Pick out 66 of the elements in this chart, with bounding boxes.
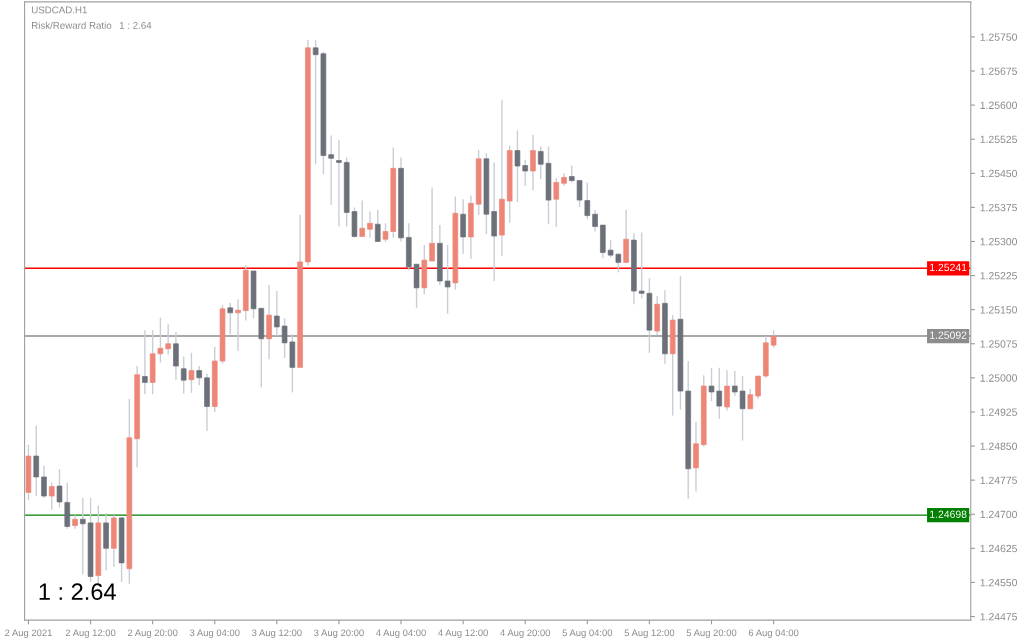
candlestick <box>429 186 435 262</box>
candlestick <box>188 352 195 394</box>
candlestick <box>336 138 342 228</box>
candlestick <box>747 388 754 410</box>
y-tick-label: 1.24625 <box>980 544 1017 553</box>
candlestick <box>328 134 334 206</box>
x-tick-label: 4 Aug 04:00 <box>376 629 426 638</box>
x-tick-label: 2 Aug 20:00 <box>127 629 178 638</box>
annotation: Risk/Reward Ratio <box>32 21 112 29</box>
ref-line-label: 1.25092 <box>930 331 967 339</box>
y-tick-label: 1.25750 <box>980 33 1018 41</box>
candlestick <box>592 209 598 233</box>
x-tick-label: 2 Aug 2021 <box>5 629 52 638</box>
y-tick-label: 1.25225 <box>980 272 1017 280</box>
y-tick-label: 1.25525 <box>980 135 1017 144</box>
annotation: 1 : 2.64 <box>39 583 116 601</box>
y-tick-label: 1.25075 <box>980 340 1017 348</box>
x-tick-label: 6 Aug 04:00 <box>748 629 799 638</box>
candlestick <box>374 209 381 243</box>
annotation: 1 : 2.64 <box>119 21 152 29</box>
y-tick-label: 1.25375 <box>980 203 1017 212</box>
y-tick-label: 1.24925 <box>980 408 1017 416</box>
candlestick <box>173 331 179 381</box>
candlestick <box>196 365 202 386</box>
y-tick-label: 1.24475 <box>980 613 1017 621</box>
y-tick-label: 1.25150 <box>980 306 1018 314</box>
x-tick-label: 4 Aug 20:00 <box>500 629 551 638</box>
y-tick-label: 1.24550 <box>980 578 1018 587</box>
candlestick <box>227 302 234 335</box>
candlestick <box>530 133 536 191</box>
candlestick <box>724 369 730 412</box>
x-tick-label: 3 Aug 20:00 <box>314 629 364 638</box>
x-tick-label: 5 Aug 20:00 <box>686 629 737 638</box>
y-tick-label: 1.25600 <box>980 101 1018 109</box>
x-tick-label: 3 Aug 04:00 <box>189 629 240 638</box>
y-tick-label: 1.24700 <box>980 510 1018 519</box>
y-tick-label: 1.24850 <box>980 442 1018 450</box>
candlestick <box>623 209 629 265</box>
candlestick <box>266 283 272 360</box>
x-tick-label: 3 Aug 12:00 <box>251 629 302 638</box>
candlestick <box>180 355 187 395</box>
candlestick <box>33 424 39 497</box>
candlestick <box>235 298 241 352</box>
ref-line-label: 1.24698 <box>930 510 967 518</box>
y-tick-label: 1.25450 <box>980 169 1018 178</box>
candlestick <box>367 210 373 239</box>
y-tick-label: 1.25300 <box>980 237 1018 246</box>
candlestick <box>755 375 761 400</box>
candlestick <box>142 329 148 395</box>
candlestick <box>553 177 560 228</box>
candlestick <box>359 199 365 238</box>
candlestick <box>41 464 47 499</box>
x-tick-label: 2 Aug 12:00 <box>65 629 116 638</box>
candlestick <box>444 244 451 315</box>
candlestick <box>460 198 466 255</box>
ref-line-label: 1.25241 <box>930 263 967 272</box>
candlestick <box>274 290 280 337</box>
candlestick <box>48 481 55 511</box>
x-tick-label: 5 Aug 04:00 <box>562 629 613 638</box>
y-tick-label: 1.25000 <box>980 374 1018 382</box>
chart-title: USDCAD.H1 <box>31 6 87 14</box>
x-tick-label: 5 Aug 12:00 <box>624 629 675 638</box>
y-tick-label: 1.24775 <box>980 476 1017 485</box>
candlestick <box>165 323 171 356</box>
y-tick-label: 1.25675 <box>980 67 1017 75</box>
x-tick-label: 4 Aug 12:00 <box>438 629 488 638</box>
